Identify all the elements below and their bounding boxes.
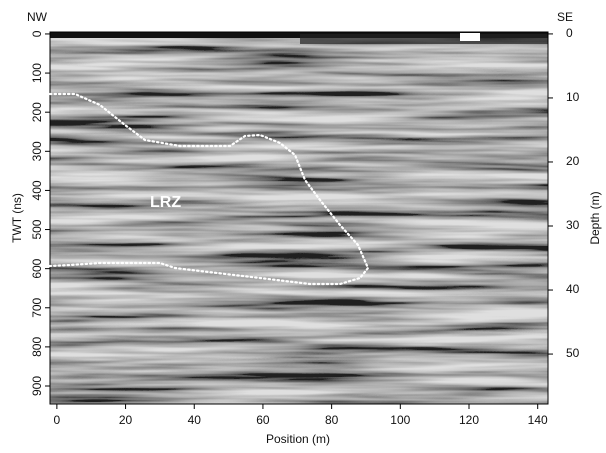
x-axis-label: Position (m) [266, 432, 330, 446]
y2-tick-label: 20 [566, 154, 580, 168]
y-tick-label: 200 [30, 102, 44, 122]
y-tick-label: 100 [30, 63, 44, 83]
y-tick-label: 800 [30, 337, 44, 357]
lrz-label: LRZ [150, 194, 181, 211]
x-tick-label: 140 [528, 413, 548, 427]
y2-tick-label: 50 [566, 346, 580, 360]
x-tick-label: 100 [390, 413, 410, 427]
y-tick-label: 900 [30, 376, 44, 396]
y2-axis-label: Depth (m) [588, 191, 602, 244]
y2-tick-label: 0 [566, 26, 573, 40]
y-tick-label: 0 [30, 30, 44, 37]
x-tick-label: 120 [459, 413, 479, 427]
x-tick-label: 0 [54, 413, 61, 427]
se-label: SE [557, 10, 573, 24]
y-tick-label: 300 [30, 141, 44, 161]
plot-frame [49, 31, 549, 405]
x-tick-label: 20 [119, 413, 133, 427]
y2-tick-label: 10 [566, 90, 580, 104]
x-tick-label: 80 [325, 413, 339, 427]
y-tick-label: 400 [30, 180, 44, 200]
y-axis-label: TWT (ns) [10, 193, 24, 243]
x-tick-label: 40 [188, 413, 202, 427]
radargram-image [50, 32, 548, 404]
x-tick-label: 60 [256, 413, 270, 427]
y2-tick-label: 40 [566, 282, 580, 296]
y2-tick-label: 30 [566, 218, 580, 232]
y-tick-label: 500 [30, 219, 44, 239]
nw-label: NW [27, 10, 48, 24]
lrz-outline [48, 92, 370, 286]
y-tick-label: 600 [30, 258, 44, 278]
y-tick-label: 700 [30, 297, 44, 317]
